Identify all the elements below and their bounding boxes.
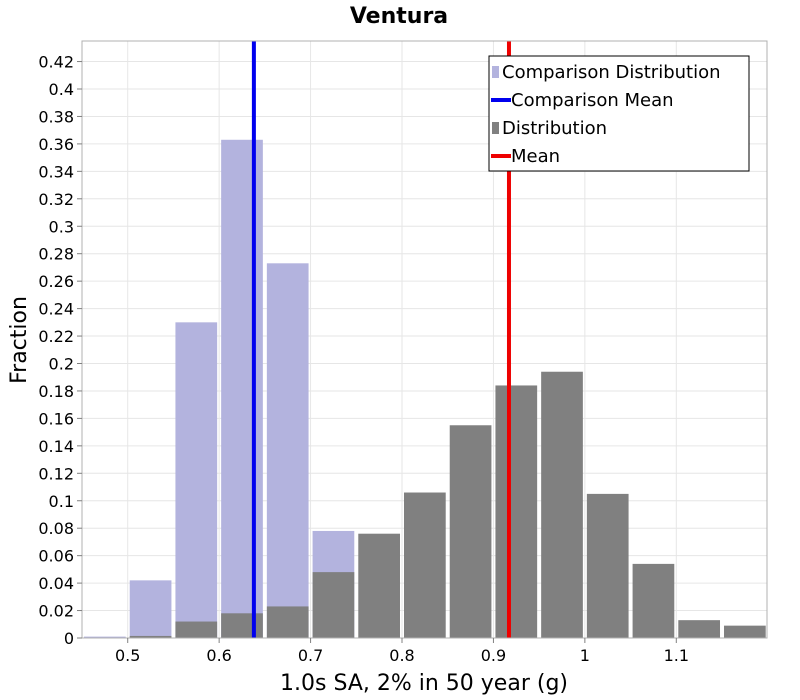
- y-tick-label: 0.08: [38, 519, 74, 538]
- plot-border: [81, 40, 768, 639]
- y-tick-label: 0.2: [49, 355, 74, 374]
- chart-title: Ventura: [350, 4, 448, 29]
- y-tick-label: 0.16: [38, 409, 74, 428]
- y-tick-label: 0.28: [38, 245, 74, 264]
- y-tick-label: 0.22: [38, 327, 74, 346]
- y-tick-label: 0.18: [38, 382, 74, 401]
- distribution-bar: [266, 606, 309, 638]
- x-tick-label: 0.7: [298, 646, 323, 665]
- distribution-bar: [678, 620, 721, 638]
- legend-swatch: [492, 122, 499, 134]
- y-axis-title: Fraction: [7, 296, 32, 384]
- distribution-bar: [495, 385, 538, 638]
- legend-label: Mean: [511, 146, 560, 167]
- distribution-bars: [129, 371, 766, 638]
- distribution-bar: [632, 563, 675, 638]
- y-tick-label: 0.24: [38, 300, 74, 319]
- y-tick-label: 0: [64, 629, 74, 648]
- y-tick-label: 0.34: [38, 162, 74, 181]
- x-tick-label: 0.9: [481, 646, 506, 665]
- legend-box: [488, 55, 750, 172]
- distribution-bar: [175, 621, 218, 638]
- comparison-distribution-bar: [175, 322, 218, 638]
- distribution-bar: [221, 613, 263, 638]
- distribution-bar: [404, 492, 446, 638]
- comparison-distribution-bar: [129, 580, 172, 638]
- distribution-bar: [312, 572, 355, 638]
- comparison-distribution-bar: [221, 139, 263, 638]
- legend-label: Comparison Distribution: [502, 62, 721, 83]
- comparison-distribution-bar: [266, 263, 309, 638]
- legend-swatch: [492, 66, 499, 78]
- legend: Comparison Distribution Comparison Mean Di…: [488, 55, 750, 172]
- x-axis: 0.5 0.6 0.7 0.8 0.9 1 1.1: [115, 638, 689, 665]
- x-tick-label: 0.5: [115, 646, 140, 665]
- distribution-bar: [541, 371, 583, 638]
- y-axis: 0 0.02 0.04 0.06 0.08 0.1 0.12 0.14 0.16 0.18 0.2 0…: [38, 53, 82, 648]
- comparison-distribution-bar: [84, 636, 126, 638]
- legend-label: Comparison Mean: [511, 90, 674, 111]
- y-tick-label: 0.02: [38, 602, 74, 621]
- x-tick-label: 0.8: [389, 646, 414, 665]
- distribution-bar: [724, 625, 766, 638]
- y-tick-label: 0.3: [49, 217, 74, 236]
- x-tick-label: 1.1: [664, 646, 689, 665]
- y-tick-label: 0.04: [38, 574, 74, 593]
- x-tick-label: 1: [580, 646, 590, 665]
- y-tick-label: 0.26: [38, 272, 74, 291]
- y-tick-label: 0.32: [38, 190, 74, 209]
- distribution-bar: [586, 493, 629, 638]
- x-tick-label: 0.6: [206, 646, 231, 665]
- distribution-bar: [129, 635, 172, 638]
- y-tick-label: 0.36: [38, 135, 74, 154]
- y-tick-label: 0.06: [38, 547, 74, 566]
- y-tick-label: 0.12: [38, 464, 74, 483]
- distribution-bar: [449, 425, 492, 638]
- y-tick-label: 0.4: [49, 80, 74, 99]
- y-tick-label: 0.14: [38, 437, 74, 456]
- y-tick-label: 0.42: [38, 53, 74, 72]
- y-tick-label: 0.1: [49, 492, 74, 511]
- distribution-bar: [358, 533, 401, 638]
- legend-label: Distribution: [502, 118, 607, 139]
- y-tick-label: 0.38: [38, 107, 74, 126]
- x-axis-title: 1.0s SA, 2% in 50 year (g): [280, 671, 568, 696]
